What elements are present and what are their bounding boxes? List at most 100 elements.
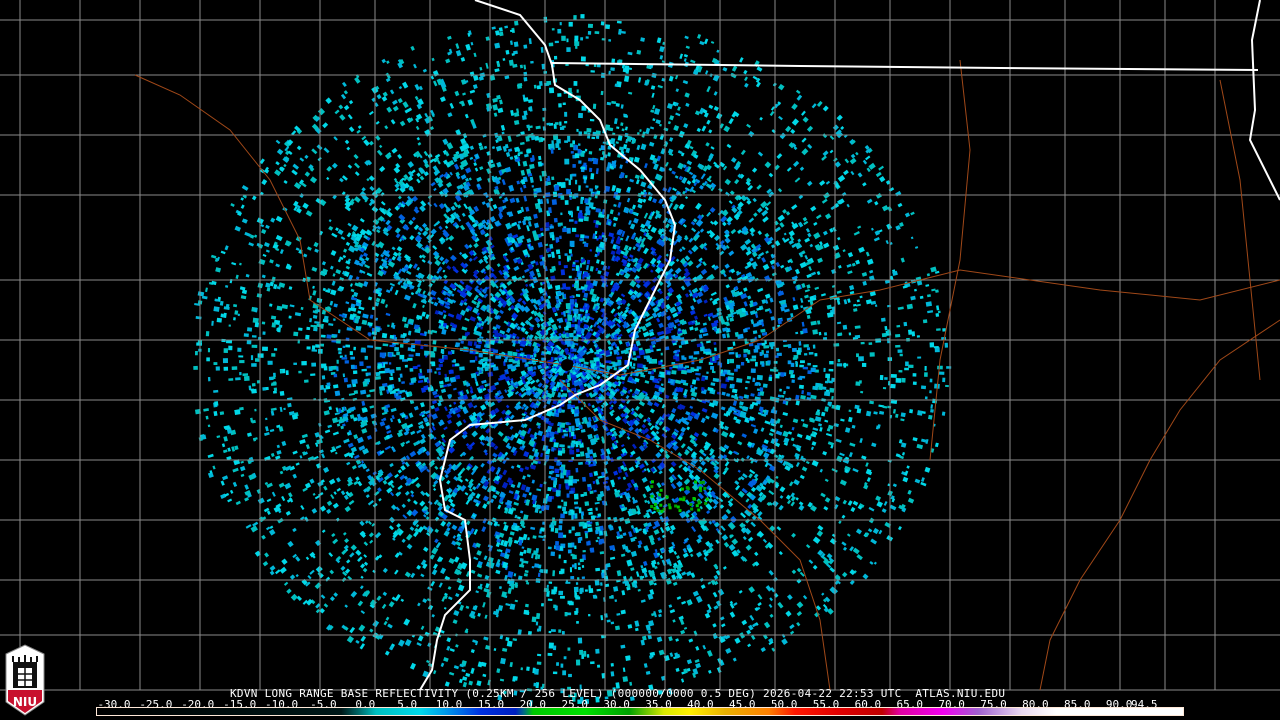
echo	[466, 520, 471, 526]
echo	[261, 321, 266, 325]
echo	[790, 495, 796, 502]
echo	[355, 325, 362, 331]
echo	[866, 477, 871, 482]
echo	[667, 186, 672, 193]
echo	[768, 172, 774, 178]
echo	[681, 355, 685, 360]
echo	[398, 639, 405, 647]
echo	[409, 235, 415, 241]
echo	[689, 384, 693, 389]
echo	[613, 204, 617, 207]
echo	[774, 226, 781, 233]
echo	[693, 357, 698, 360]
echo	[532, 535, 537, 539]
echo	[722, 566, 727, 570]
echo	[813, 232, 821, 240]
echo	[417, 231, 422, 236]
echo	[617, 135, 623, 141]
echo	[657, 377, 662, 382]
echo	[708, 104, 714, 110]
echo	[660, 352, 663, 356]
echo	[546, 80, 552, 86]
echo	[625, 235, 630, 242]
echo	[646, 500, 651, 505]
echo	[720, 373, 726, 377]
echo	[420, 625, 425, 631]
echo	[885, 239, 889, 245]
echo	[392, 537, 396, 541]
echo	[241, 289, 248, 295]
echo	[409, 526, 415, 532]
echo	[434, 259, 442, 267]
echo	[454, 194, 462, 202]
echo	[295, 204, 301, 209]
echo	[655, 119, 661, 125]
echo	[426, 659, 430, 664]
echo	[920, 438, 927, 443]
echo	[366, 435, 373, 440]
echo	[871, 442, 877, 448]
echo	[448, 369, 454, 375]
echo	[396, 351, 400, 356]
echo	[680, 629, 686, 635]
echo	[574, 408, 580, 414]
echo	[447, 586, 452, 590]
echo	[678, 130, 685, 138]
echo	[415, 125, 420, 131]
echo	[384, 125, 389, 130]
echo	[438, 202, 445, 210]
echo	[329, 265, 334, 270]
echo	[291, 169, 298, 176]
echo	[456, 413, 461, 418]
echo	[594, 230, 598, 235]
echo	[399, 343, 404, 348]
echo	[533, 682, 538, 687]
echo	[573, 81, 578, 86]
echo	[637, 528, 643, 532]
echo	[382, 567, 388, 574]
echo	[538, 535, 544, 539]
echo	[743, 287, 748, 292]
echo	[814, 369, 819, 373]
echo	[868, 342, 873, 346]
echo	[750, 319, 755, 325]
echo	[457, 546, 463, 551]
echo	[447, 596, 453, 601]
echo	[342, 345, 346, 349]
echo	[428, 282, 433, 288]
echo	[287, 492, 293, 498]
echo	[855, 528, 862, 535]
echo	[541, 170, 547, 177]
echo	[858, 246, 865, 253]
echo	[340, 565, 346, 571]
echo	[547, 340, 555, 348]
echo	[563, 265, 568, 269]
echo	[660, 482, 665, 487]
echo	[311, 349, 318, 352]
echo	[768, 603, 773, 608]
echo	[411, 216, 416, 221]
echo	[279, 249, 284, 255]
echo	[455, 541, 462, 547]
echo	[785, 610, 792, 617]
echo	[584, 533, 589, 539]
echo	[796, 350, 800, 354]
echo	[329, 596, 335, 602]
echo	[416, 172, 421, 178]
echo	[790, 374, 795, 379]
echo	[637, 540, 643, 546]
echo	[628, 91, 633, 95]
echo	[412, 377, 417, 382]
echo	[404, 294, 411, 301]
echo	[789, 624, 795, 630]
echo	[625, 306, 630, 311]
echo	[364, 264, 371, 269]
echo	[744, 82, 749, 88]
echo	[463, 203, 468, 210]
echo	[626, 432, 631, 437]
echo	[808, 266, 812, 271]
echo	[475, 356, 478, 361]
echo	[658, 609, 663, 614]
echo	[568, 249, 572, 254]
